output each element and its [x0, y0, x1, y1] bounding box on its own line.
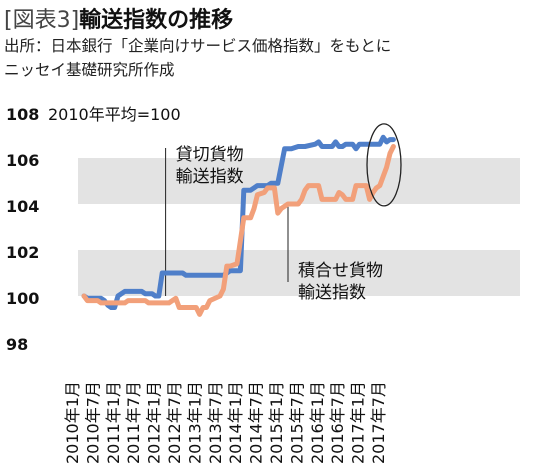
highlight-ellipse	[366, 123, 402, 207]
x-tick-label: 2013年1月	[185, 381, 204, 464]
chart-title-line: [図表3]輸送指数の推移	[4, 2, 233, 34]
series-line-consolidated-freight	[81, 144, 396, 317]
x-tick-label: 2017年7月	[369, 381, 388, 464]
y-unit-label: 2010年平均=100	[48, 105, 181, 124]
series-line-chartered-freight	[81, 134, 396, 310]
x-tick-label: 2010年7月	[83, 381, 102, 464]
source-note-line1: 出所：日本銀行「企業向けサービス価格指数」をもとに	[4, 37, 392, 55]
x-tick-label: 2012年7月	[165, 381, 184, 464]
x-tick-label: 2014年1月	[226, 381, 245, 464]
x-tick-label: 2012年1月	[145, 381, 164, 464]
x-tick-label: 2013年7月	[206, 381, 225, 464]
figure-tag: [図表3]	[4, 8, 80, 33]
y-tick-label: 98	[6, 335, 28, 354]
source-note-line2: ニッセイ基礎研究所作成	[4, 61, 175, 79]
x-tick-label: 2011年1月	[104, 381, 123, 464]
chart-title: 輸送指数の推移	[79, 8, 234, 33]
x-tick-label: 2016年1月	[308, 381, 327, 464]
x-tick-label: 2016年7月	[328, 381, 347, 464]
x-tick-label: 2011年7月	[124, 381, 143, 464]
y-tick-label: 102	[6, 243, 39, 262]
y-tick-label: 104	[6, 197, 39, 216]
annotation-label: 輸送指数	[298, 283, 366, 303]
x-tick-label: 2010年1月	[63, 381, 82, 464]
grid-band	[78, 158, 520, 204]
y-tick-label: 108	[6, 105, 39, 124]
grid-band	[78, 250, 520, 296]
x-tick-label: 2017年1月	[349, 381, 368, 464]
y-tick-label: 106	[6, 151, 39, 170]
x-tick-label: 2015年7月	[287, 381, 306, 464]
annotation-label: 積合せ貨物	[298, 261, 383, 281]
annotation-label: 貸切貨物	[176, 145, 244, 165]
y-tick-label: 100	[6, 289, 39, 308]
annotation-label: 輸送指数	[176, 167, 244, 187]
x-tick-label: 2014年7月	[247, 381, 266, 464]
x-tick-label: 2015年1月	[267, 381, 286, 464]
